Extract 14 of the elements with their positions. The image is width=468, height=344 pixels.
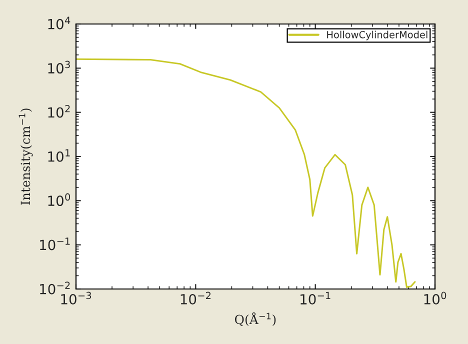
x-axis-title: Q(Å$^{−1}$)	[234, 312, 276, 326]
x-tick-label: 10$^{−1}$	[300, 292, 330, 305]
y-tick-label: 10$^{3}$	[48, 60, 70, 74]
legend-label: HollowCylinderModel	[327, 30, 428, 40]
y-axis-title: Intensity(cm$^{−1}$)	[18, 108, 33, 205]
y-tick-label: 10$^{2}$	[48, 104, 70, 118]
y-tick-label: 10$^{−1}$	[40, 238, 70, 250]
x-tick-label: 10$^{−3}$	[61, 292, 92, 305]
y-tick-label: 10$^{1}$	[48, 149, 70, 162]
x-tick-label: 10$^{−2}$	[180, 292, 211, 305]
y-tick-label: 10$^{0}$	[48, 193, 70, 206]
y-tick-label: 10$^{4}$	[48, 16, 70, 30]
y-tick-label: 10$^{−2}$	[40, 282, 70, 294]
x-tick-label: 10$^{0}$	[424, 292, 446, 305]
